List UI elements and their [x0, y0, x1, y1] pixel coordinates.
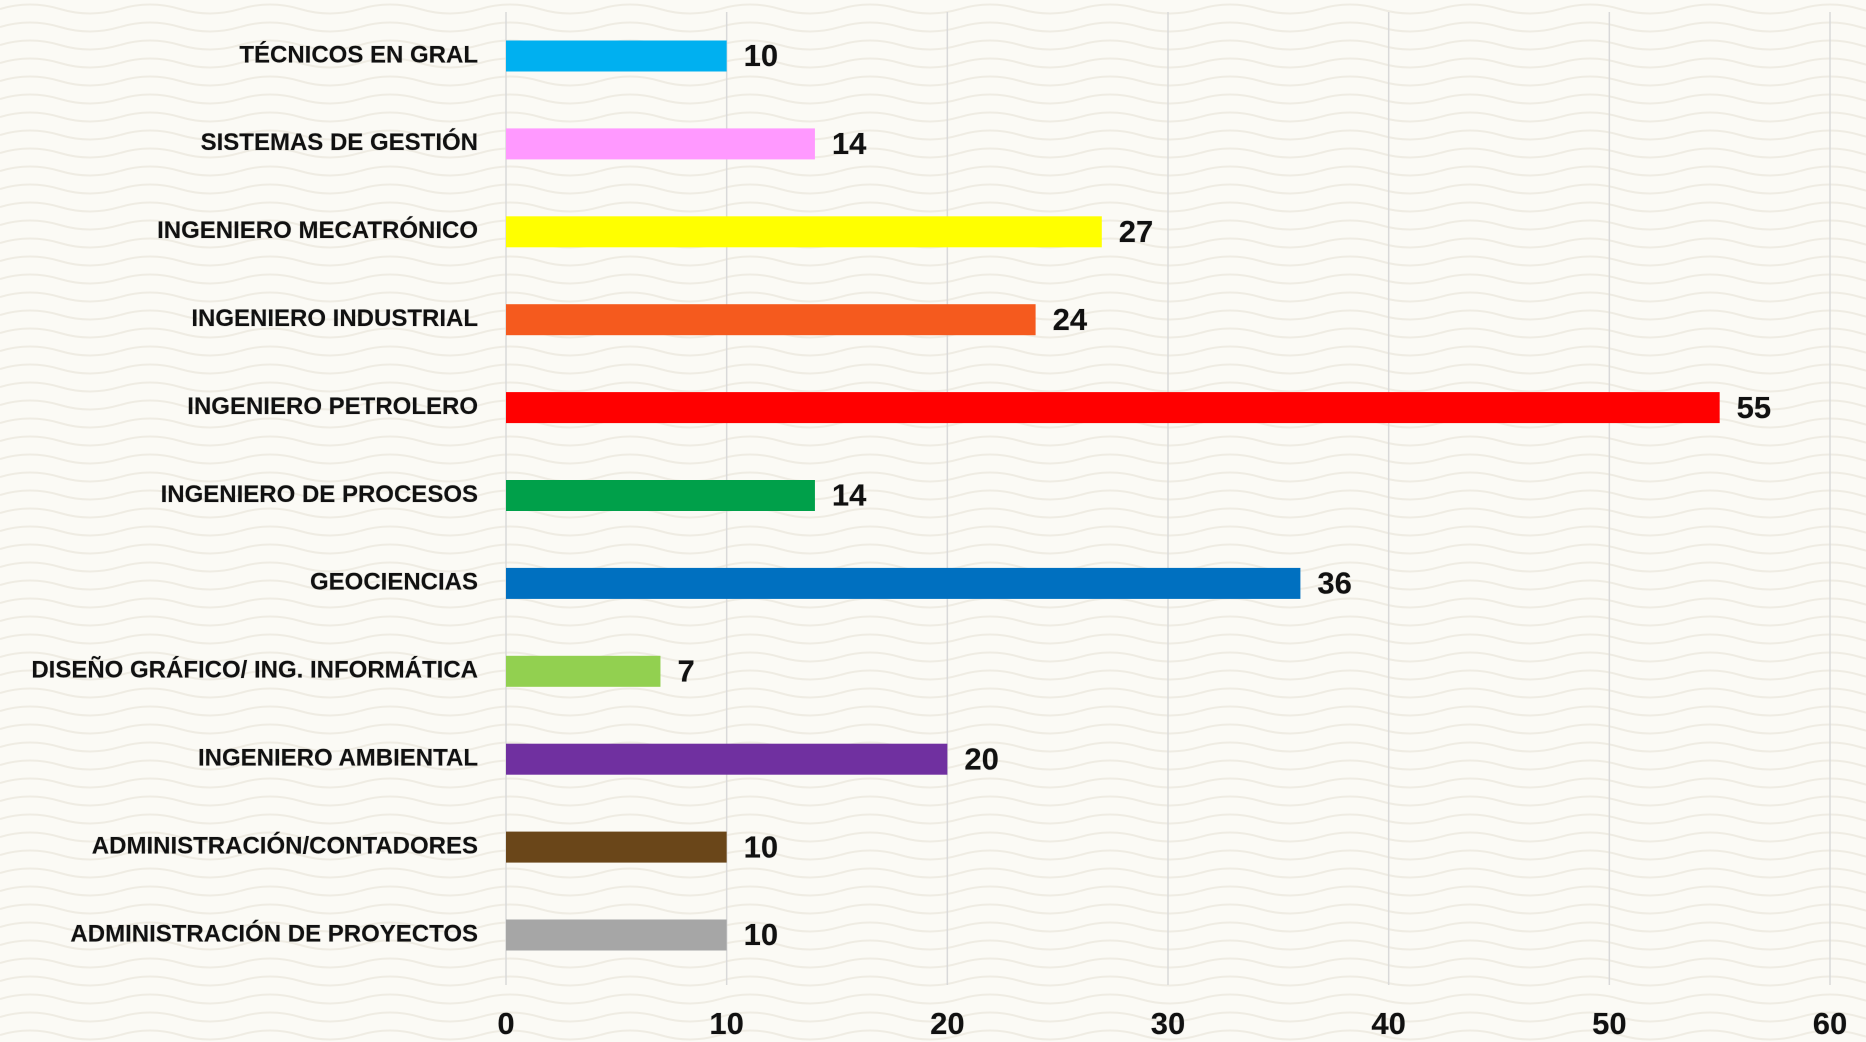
value-label: 14: [832, 126, 867, 161]
value-label: 55: [1737, 390, 1771, 425]
x-tick-label: 20: [930, 1006, 964, 1041]
bar: [506, 304, 1036, 336]
category-label: INGENIERO PETROLERO: [187, 393, 478, 420]
category-label: INGENIERO MECATRÓNICO: [157, 216, 478, 244]
value-label: 7: [677, 653, 694, 688]
x-tick-label: 60: [1813, 1006, 1847, 1041]
bar: [506, 655, 661, 687]
bar: [506, 831, 727, 863]
x-tick-label: 30: [1151, 1006, 1185, 1041]
category-label: INGENIERO AMBIENTAL: [198, 745, 478, 772]
category-label: SISTEMAS DE GESTIÓN: [201, 128, 478, 156]
value-label: 10: [744, 38, 778, 73]
value-label: 10: [744, 917, 778, 952]
value-label: 14: [832, 478, 867, 513]
bar: [506, 480, 815, 511]
bar: [506, 40, 727, 72]
category-label: ADMINISTRACIÓN/CONTADORES: [92, 831, 478, 859]
x-tick-label: 0: [497, 1006, 514, 1041]
category-label: ADMINISTRACIÓN DE PROYECTOS: [70, 919, 478, 947]
category-label: INGENIERO INDUSTRIAL: [191, 305, 478, 332]
value-label: 36: [1317, 566, 1351, 601]
category-label: INGENIERO DE PROCESOS: [161, 481, 478, 508]
bar: [506, 919, 727, 951]
x-tick-label: 10: [709, 1006, 743, 1041]
category-label: TÉCNICOS EN GRAL: [239, 40, 478, 68]
bar: [506, 392, 1720, 424]
value-label: 27: [1119, 214, 1153, 249]
category-label: GEOCIENCIAS: [310, 569, 478, 596]
bar: [506, 567, 1301, 599]
value-label: 20: [964, 741, 998, 776]
x-tick-label: 50: [1592, 1006, 1626, 1041]
bar: [506, 216, 1102, 248]
bar: [506, 743, 948, 775]
category-label: DISEÑO GRÁFICO/ ING. INFORMÁTICA: [31, 656, 478, 684]
value-label: 24: [1053, 302, 1088, 337]
value-label: 10: [744, 829, 778, 864]
bar: [506, 128, 815, 160]
x-tick-label: 40: [1371, 1006, 1405, 1041]
